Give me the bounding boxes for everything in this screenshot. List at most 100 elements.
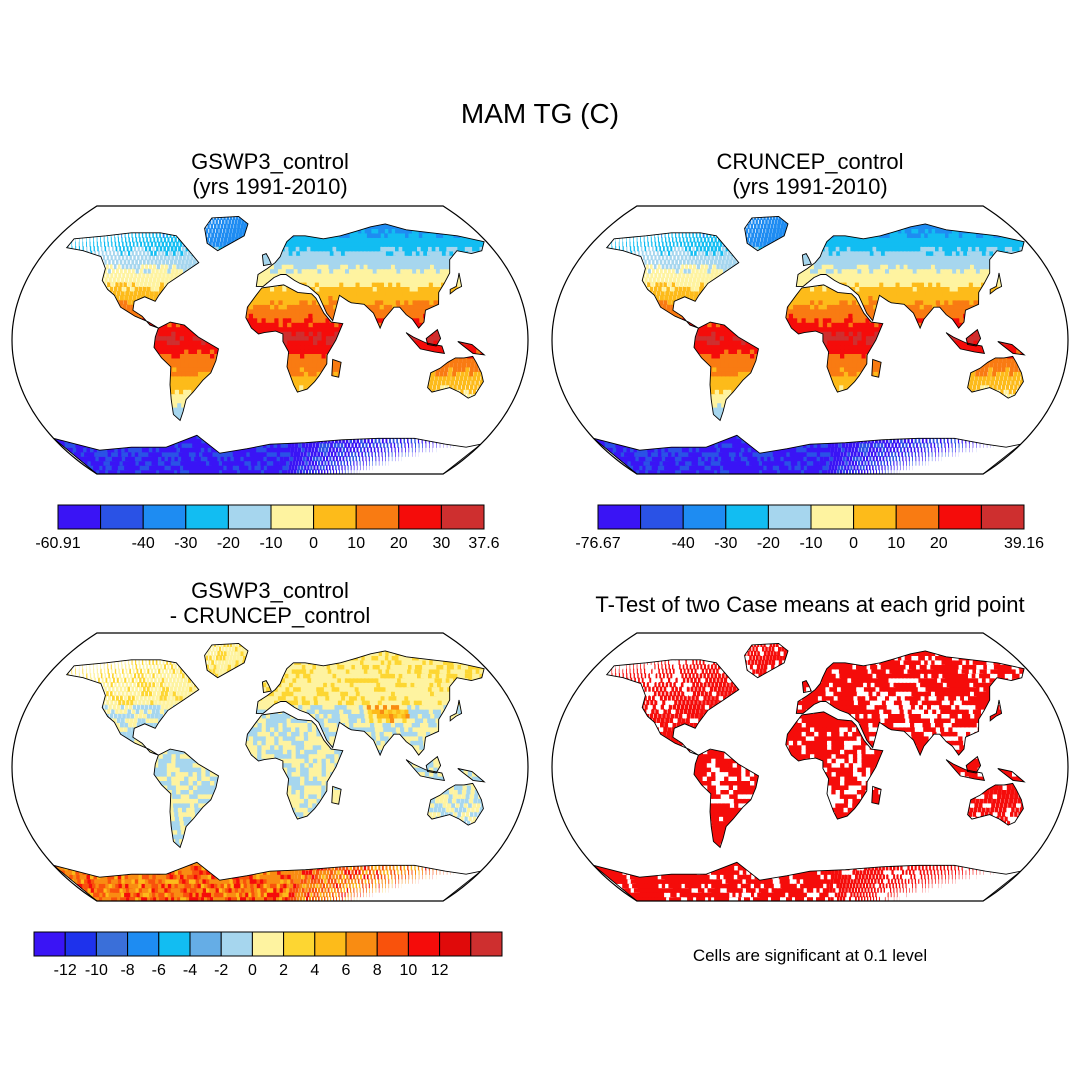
coastline-borneo: [965, 328, 982, 347]
coastline-newGuinea: [997, 768, 1026, 783]
colorbar-swatch: [220, 931, 253, 957]
colorbar-swatch: [938, 504, 982, 530]
colorbar-swatch: [470, 931, 503, 957]
coastline-southAmerica: [153, 321, 220, 422]
coastline-australia: [427, 355, 484, 399]
colorbar-tick-label: 12: [431, 962, 449, 979]
colorbar-swatch: [682, 504, 727, 530]
land-field: [53, 216, 485, 474]
colorbar-tick-label: 10: [347, 535, 365, 552]
panel-gswp3-title: GSWP3_control (yrs 1991-2010): [120, 149, 420, 199]
globe-outline: [551, 632, 1069, 902]
coastline-japan: [989, 699, 1003, 722]
colorbar-tick-label: 8: [373, 962, 382, 979]
colorbar-swatch: [895, 504, 940, 530]
colorbar-swatch: [439, 931, 472, 957]
colorbar-tick-label: -30: [714, 535, 737, 552]
colorbar-tick-label: -10: [85, 962, 108, 979]
colorbar-swatch: [313, 504, 357, 530]
colorbar-swatch: [158, 931, 191, 957]
panel-gswp3-title-line2: (yrs 1991-2010): [192, 174, 347, 199]
colorbar-tick-label: 0: [248, 962, 257, 979]
colorbar-swatch: [283, 931, 316, 957]
coastline-antarctica: [53, 861, 482, 902]
coastline-eurasia: [795, 650, 1025, 757]
colorbar-tick-label: 2: [279, 962, 288, 979]
coastline-borneo: [965, 755, 982, 774]
colorbar-swatch: [376, 931, 409, 957]
colorbar-swatch: [64, 931, 97, 957]
coastline-northAmerica: [65, 659, 200, 756]
colorbar-swatch: [185, 504, 229, 530]
colorbar-swatch: [640, 504, 684, 530]
coastline-eurasia: [255, 650, 485, 757]
coastline-japan: [989, 272, 1003, 295]
colorbar-tick-label: -10: [259, 535, 282, 552]
coastline-africa: [785, 711, 884, 820]
coastline-indonesia: [945, 759, 986, 781]
colorbar-tick-label: 30: [433, 535, 451, 552]
coastlines: [593, 215, 1026, 475]
colorbar-tick-label: -40: [672, 535, 695, 552]
coastline-uk: [261, 680, 272, 694]
colorbar-tick-label: -6: [152, 962, 166, 979]
coastline-australia: [967, 782, 1024, 826]
coastline-africa: [245, 711, 344, 820]
colorbar-tick-label: -12: [54, 962, 77, 979]
map-gswp3: [11, 205, 529, 475]
globe-outline: [11, 632, 529, 902]
land-field: [593, 216, 1025, 474]
colorbar-tick-label: 4: [310, 962, 319, 979]
colorbar-gswp3: -60.91 -40 -30 -20 -10 0 10 20 30 37.6: [35, 504, 500, 552]
colorbar-tick-label: 20: [390, 535, 408, 552]
coastlines: [593, 642, 1026, 902]
coastline-antarctica: [53, 434, 482, 475]
colorbar-cruncep: -76.67 -40 -30 -20 -10 0 10 20 39.16: [575, 504, 1044, 552]
colorbar-swatch: [355, 504, 400, 530]
colorbar-swatch: [57, 504, 102, 530]
colorbar-swatch: [95, 931, 129, 957]
coastline-newGuinea: [457, 341, 486, 356]
land-field: [593, 643, 1025, 901]
coastline-madagascar: [331, 358, 342, 378]
map-ttest: [551, 632, 1069, 902]
colorbar-swatch: [100, 504, 144, 530]
colorbar-tick-label: -60.91: [35, 535, 80, 552]
colorbar-swatch: [398, 504, 442, 530]
globe-outline: [11, 205, 529, 475]
colorbar-swatch: [33, 931, 66, 957]
colorbar-swatch: [227, 504, 272, 530]
colorbar-tick-label: 0: [309, 535, 318, 552]
colorbar-tick-label: -40: [132, 535, 155, 552]
colorbar-tick-label: 0: [849, 535, 858, 552]
coastline-newGuinea: [997, 341, 1026, 356]
coastline-madagascar: [871, 785, 882, 805]
colorbar-tick-label: -10: [799, 535, 822, 552]
coastline-japan: [449, 699, 463, 722]
colorbar-swatch: [980, 504, 1025, 530]
colorbar-swatch: [345, 931, 378, 957]
colorbar-difference: -12 -10 -8 -6 -4 -2 0 2 4 6 8 10 12: [33, 931, 503, 979]
colorbar-tick-label: 10: [400, 962, 418, 979]
land-field: [53, 643, 485, 901]
colorbar-tick-label: -20: [217, 535, 240, 552]
colorbar-swatch: [270, 504, 315, 530]
coastline-uk: [801, 680, 812, 694]
coastline-borneo: [425, 328, 442, 347]
colorbar-tick-label: 37.6: [468, 535, 499, 552]
panel-cruncep-title: CRUNCEP_control (yrs 1991-2010): [660, 149, 960, 199]
colorbar-swatch: [127, 931, 160, 957]
coastline-southAmerica: [693, 748, 760, 849]
coastline-uk: [261, 253, 272, 267]
colorbar-swatch: [189, 931, 222, 957]
coastline-eurasia: [795, 223, 1025, 330]
coastline-southAmerica: [153, 748, 220, 849]
panel-difference-title-line1: GSWP3_control: [191, 578, 349, 603]
colorbar-swatch: [853, 504, 897, 530]
panel-ttest-title: T-Test of two Case means at each grid po…: [540, 592, 1080, 617]
coastline-australia: [427, 782, 484, 826]
coastline-greenland: [204, 215, 249, 252]
panel-cruncep-title-line1: CRUNCEP_control: [716, 149, 903, 174]
globe-outline: [551, 205, 1069, 475]
colorbar-swatch: [142, 504, 187, 530]
